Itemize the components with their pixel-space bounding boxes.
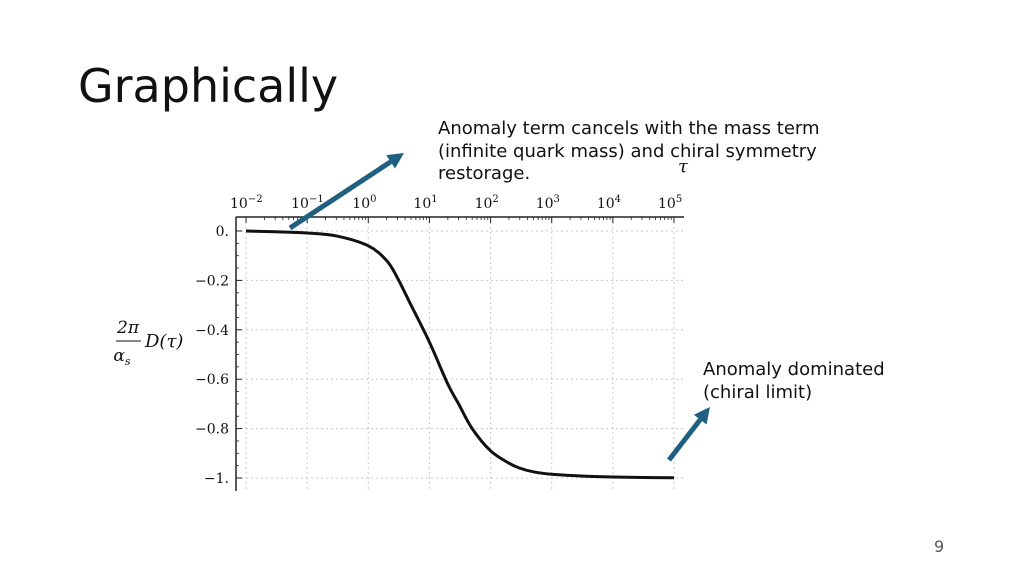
annotation-anomaly-dominated-line2: (chiral limit) [703,381,813,403]
plot-axes [235,216,684,491]
slide-number: 9 [934,537,945,556]
annotation-anomaly-dominated: Anomaly dominated (chiral limit) [703,359,923,404]
arrow-to-top-annotation [288,153,404,231]
arrow-to-bottom-annotation [667,407,710,462]
y-tick-label: −1. [204,471,229,487]
arrows [288,153,710,462]
y-label-function: D(τ) [144,331,183,352]
x-tick-label: 102 [475,194,499,212]
x-tick-label: 103 [536,194,560,212]
x-tick-label: 101 [413,194,437,212]
annotation-chiral-restoration: Anomaly term cancels with the mass term … [438,118,820,184]
y-label-denominator: αs [113,346,130,368]
x-tick-label: 104 [597,194,621,212]
slide-title: Graphically [78,59,339,113]
y-axis-label: 2π αs D(τ) [113,318,183,368]
x-tick-label: 100 [352,194,376,212]
x-tick-label: 10−2 [230,194,263,212]
data-series-line [245,229,675,480]
y-tick-label: −0.4 [195,323,229,339]
y-tick-label: −0.6 [195,372,229,388]
x-axis-ticks: 10−2 10−1 100 101 102 103 104 105 [230,194,682,223]
y-tick-label: −0.2 [195,273,229,289]
y-tick-label: −0.8 [195,422,229,438]
x-axis-label: τ [678,156,689,177]
x-tick-label: 105 [658,194,682,212]
y-tick-label: 0. [216,224,229,240]
plot-grid [236,217,684,491]
y-axis-ticks: 0. −0.2 −0.4 −0.6 −0.8 −1. [195,224,242,487]
y-label-numerator: 2π [116,318,140,338]
annotation-anomaly-dominated-line1: Anomaly dominated [703,359,885,380]
